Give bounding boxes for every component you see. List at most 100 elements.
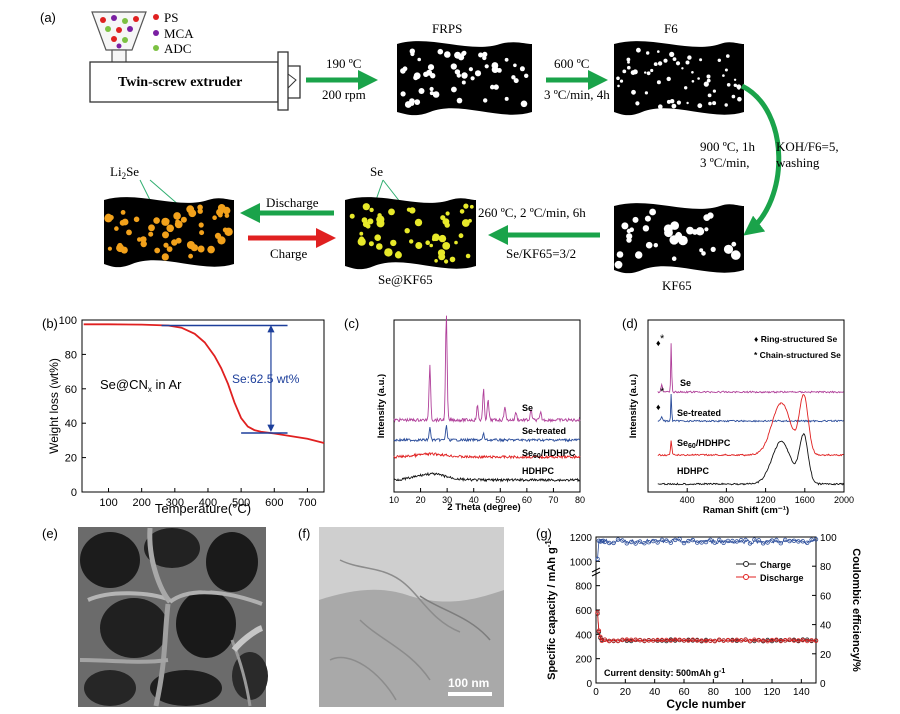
frps-pore xyxy=(450,63,457,70)
kf65-pore xyxy=(614,260,623,269)
raman-plot-frame xyxy=(647,319,845,493)
tga-xtick-label: 300 xyxy=(166,497,184,509)
kf65-pore xyxy=(731,250,741,260)
panel-a: (a) PS MCA ADC Twin-screw extruder xyxy=(40,10,839,293)
se-particle xyxy=(425,240,431,245)
frps-pore xyxy=(432,91,440,98)
xrd-curve-se xyxy=(393,315,581,424)
step3-temp: 900 ºC, 1h xyxy=(700,139,755,154)
raman-xlabel: Raman Shift (cm⁻¹) xyxy=(703,505,789,516)
efficiency-point xyxy=(712,540,717,545)
frps-pore xyxy=(513,63,517,68)
li2se-particle xyxy=(116,244,125,253)
f6-pore xyxy=(622,69,627,74)
tga-plot-frame xyxy=(81,319,325,493)
xrd-xtick-label: 50 xyxy=(495,495,505,505)
se-particle xyxy=(442,242,451,250)
f6-pore xyxy=(672,57,677,61)
efficiency-point xyxy=(717,537,722,543)
f6-pore xyxy=(699,58,703,62)
f6-pore xyxy=(657,61,663,66)
step1-temp: 190 ºC xyxy=(326,56,361,71)
step4-ratio: Se/KF65=3/2 xyxy=(506,246,576,261)
frps-pore xyxy=(417,57,422,62)
li2se-particle xyxy=(197,208,203,214)
kf65-pore xyxy=(686,226,694,235)
kf65-pore xyxy=(644,215,651,222)
ring-marker-2: ♦ xyxy=(656,402,661,412)
frps-pore xyxy=(418,88,425,94)
discharge-capacity-point xyxy=(730,638,735,643)
scale-bar-label: 100 nm xyxy=(448,676,489,690)
xrd-xtick-label: 80 xyxy=(575,495,585,505)
se-particle xyxy=(465,253,471,259)
f6-pore xyxy=(733,83,737,88)
f6-pore xyxy=(706,74,711,79)
discharge-capacity-point xyxy=(703,638,709,644)
se-particle xyxy=(362,203,370,211)
efficiency-point xyxy=(695,540,700,545)
f6-pore xyxy=(686,101,689,105)
f6-pore xyxy=(733,78,737,82)
f6-pore xyxy=(726,54,730,58)
li2se-particle xyxy=(120,210,126,215)
tga-annotation: Se@CNx in Ar xyxy=(100,377,182,394)
li2se-particle xyxy=(199,230,205,236)
chain-marker: * xyxy=(660,333,665,345)
f6-pore xyxy=(666,99,671,104)
li2se-particle xyxy=(216,208,224,216)
tga-ylabel: Weight loss (wt%) xyxy=(47,358,61,454)
cycling-ytick-label: 0 xyxy=(586,679,592,690)
se-particle xyxy=(404,228,410,234)
li2se-particle xyxy=(126,229,132,236)
f6-pore xyxy=(663,58,668,63)
tga-ytick-label: 100 xyxy=(59,315,77,327)
li2se-particle xyxy=(186,205,195,214)
xrd-curve-hdhpc xyxy=(393,471,581,483)
discharge-capacity-point xyxy=(615,638,621,644)
frps-pore xyxy=(427,64,435,71)
xrd-ylabel: Intensity (a.u.) xyxy=(376,374,387,438)
f6-pore xyxy=(626,57,631,62)
xrd-hdhpc-label: HDHPC xyxy=(522,466,555,476)
legend-charge: Charge xyxy=(760,560,791,570)
f6-pore xyxy=(636,47,641,53)
f6-pore xyxy=(685,60,690,65)
f6-pore xyxy=(627,60,630,64)
f6-pore xyxy=(670,99,675,104)
li2se-particle xyxy=(148,224,155,232)
raman-hdhpc-label: HDHPC xyxy=(677,466,710,476)
charge-label: Charge xyxy=(270,246,308,261)
kf65-pore xyxy=(710,246,716,252)
efficiency-point xyxy=(809,537,814,542)
f6-pore xyxy=(644,91,649,95)
charge-capacity-point xyxy=(752,638,757,644)
raman-xtick-label: 1600 xyxy=(795,495,815,505)
frps-pore xyxy=(461,72,468,79)
cycling-plot-frame xyxy=(595,536,817,684)
se-particle xyxy=(442,218,450,226)
li2se-particle xyxy=(212,215,217,220)
kf65-pore xyxy=(671,256,677,262)
xrd-xtick-label: 60 xyxy=(522,495,532,505)
frps-pore xyxy=(504,96,509,101)
discharge-capacity-point xyxy=(668,638,673,643)
chain-marker-2: * xyxy=(660,386,665,398)
frps-pore xyxy=(478,52,484,58)
efficiency-point xyxy=(739,538,744,543)
cycling-ytick-label: 800 xyxy=(575,582,592,593)
discharge-capacity-point xyxy=(752,637,757,642)
xrd-curve-se60-hdhpc xyxy=(393,452,581,460)
frps-pore xyxy=(461,80,466,85)
xrd-se-treated-label: Se-treated xyxy=(522,426,566,436)
li2se-particle xyxy=(180,216,187,223)
cycling-y2tick-label: 100 xyxy=(820,533,837,544)
frps-pore xyxy=(429,86,434,92)
efficiency-point xyxy=(602,539,607,545)
discharge-capacity-point xyxy=(787,637,792,642)
f6-pore xyxy=(687,55,692,60)
raman-curve-se-treated xyxy=(657,393,844,423)
se-particle xyxy=(449,256,456,263)
kf65-pore xyxy=(707,212,714,219)
legend-ps-dot xyxy=(153,14,159,20)
